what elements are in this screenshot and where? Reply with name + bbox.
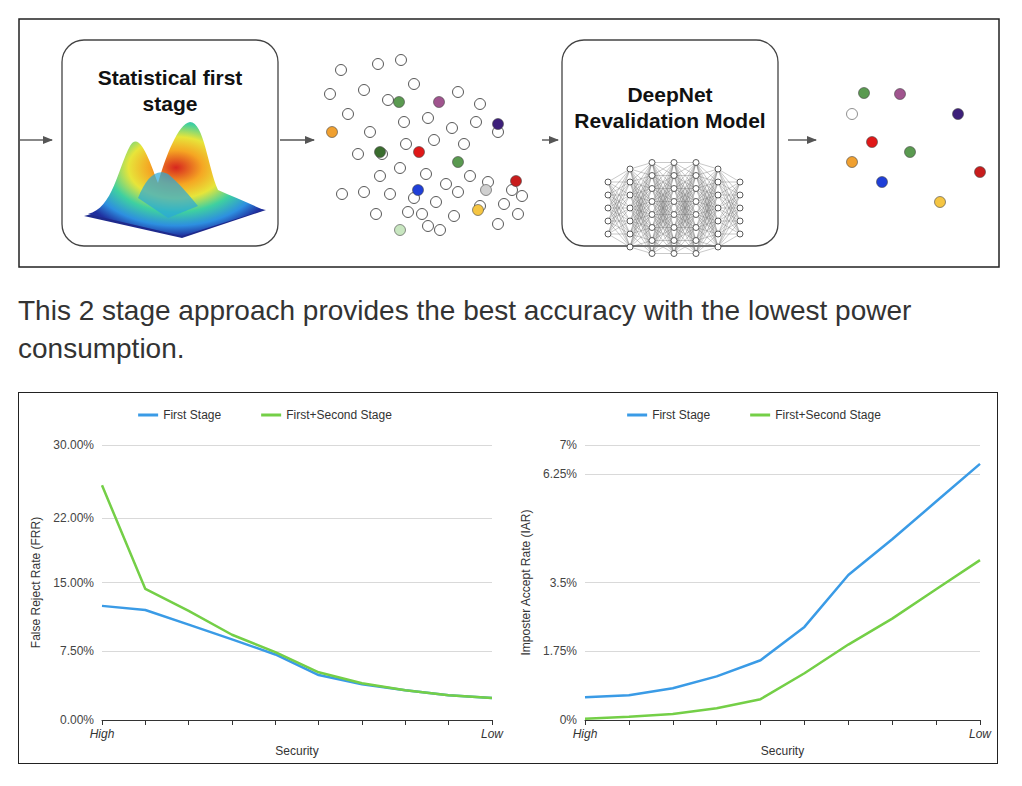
- svg-text:22.00%: 22.00%: [53, 511, 94, 525]
- svg-text:Security: Security: [761, 744, 804, 758]
- svg-text:First Stage: First Stage: [163, 408, 221, 422]
- svg-text:Statistical first: Statistical first: [98, 66, 243, 89]
- svg-text:30.00%: 30.00%: [53, 438, 94, 452]
- svg-text:0%: 0%: [560, 713, 578, 727]
- svg-text:3.5%: 3.5%: [550, 576, 578, 590]
- svg-text:High: High: [573, 727, 598, 741]
- svg-text:1.75%: 1.75%: [543, 644, 577, 658]
- svg-text:High: High: [90, 727, 115, 741]
- svg-text:Security: Security: [275, 744, 318, 758]
- svg-text:6.25%: 6.25%: [543, 467, 577, 481]
- svg-text:DeepNet: DeepNet: [627, 83, 712, 106]
- svg-text:First+Second Stage: First+Second Stage: [286, 408, 392, 422]
- svg-text:15.00%: 15.00%: [53, 576, 94, 590]
- svg-text:Low: Low: [481, 727, 504, 741]
- svg-text:stage: stage: [143, 92, 198, 115]
- svg-text:First Stage: First Stage: [652, 408, 710, 422]
- svg-text:7%: 7%: [560, 438, 578, 452]
- svg-text:7.50%: 7.50%: [60, 644, 94, 658]
- svg-text:False Reject Rate (FRR): False Reject Rate (FRR): [29, 517, 43, 648]
- svg-text:0.00%: 0.00%: [60, 713, 94, 727]
- svg-text:Revalidation Model: Revalidation Model: [574, 109, 765, 132]
- html-text:This 2 stage approach provides: This 2 stage approach provides the best …: [18, 295, 912, 364]
- svg-text:First+Second Stage: First+Second Stage: [775, 408, 881, 422]
- svg-text:Imposter Accept Rate (IAR): Imposter Accept Rate (IAR): [519, 509, 533, 655]
- svg-text:Low: Low: [969, 727, 992, 741]
